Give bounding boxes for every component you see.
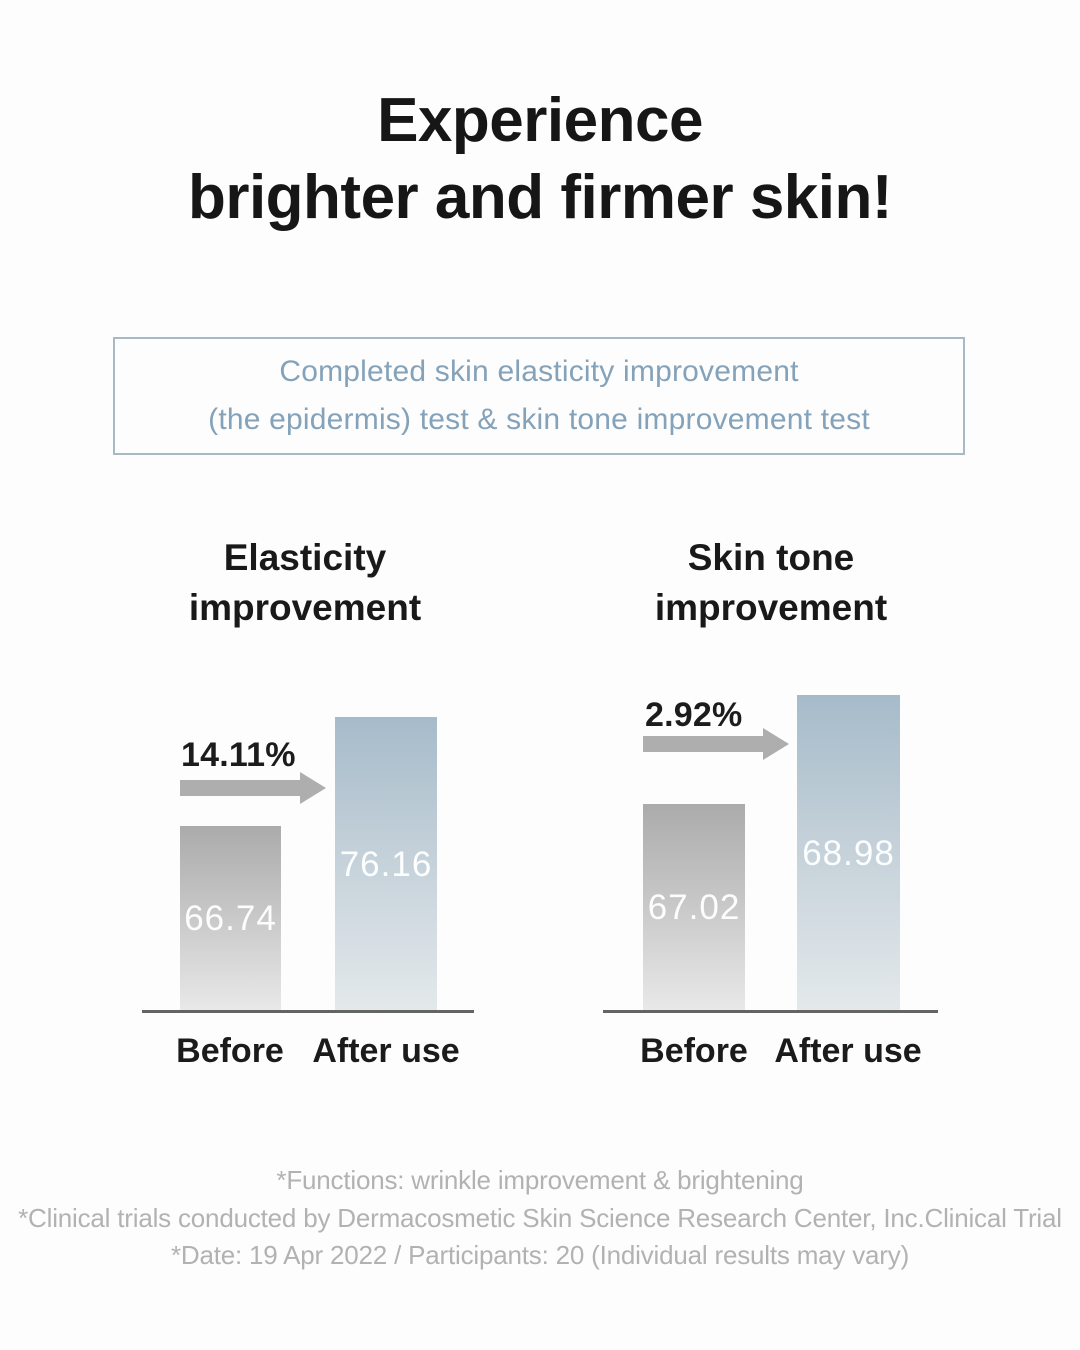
improvement-percentage: 14.11% — [181, 736, 296, 774]
x-label-after-use: After use — [774, 1032, 922, 1070]
improvement-percentage: 2.92% — [645, 696, 743, 734]
footnote-functions: *Functions: wrinkle improvement & bright… — [276, 1165, 804, 1195]
before-bar-value: 67.02 — [647, 888, 741, 927]
page-title-line-2: brighter and firmer skin! — [187, 163, 893, 232]
arrow-head — [763, 728, 789, 760]
after-use-bar-value: 76.16 — [339, 844, 433, 884]
after-use-bar: 68.98 — [797, 695, 900, 1012]
arrow-head — [300, 772, 326, 804]
x-label-before: Before — [176, 1032, 284, 1070]
x-label-after-use: After use — [312, 1032, 460, 1070]
after-use-bar: 76.16 — [335, 717, 437, 1012]
page-title: Experience brighter and firmer skin! — [0, 82, 1080, 236]
chart-title: Elasticity improvement — [188, 537, 422, 628]
before-bar-value: 66.74 — [184, 899, 277, 938]
subtitle-box: Completed skin elasticity improvement (t… — [113, 337, 965, 455]
arrow-shaft — [643, 736, 763, 752]
chart-title: Skin tone improvement — [654, 537, 888, 628]
before-bar: 67.02 — [643, 804, 745, 1012]
footnote-clinical-trials: *Clinical trials conducted by Dermacosme… — [18, 1202, 1062, 1233]
axis-baseline — [142, 1010, 474, 1013]
before-bar: 66.74 — [180, 826, 281, 1012]
subtitle-line-2: (the epidermis) test & skin tone improve… — [208, 403, 870, 436]
axis-baseline — [603, 1010, 938, 1013]
x-label-before: Before — [640, 1032, 748, 1070]
footnotes: *Functions: wrinkle improvement & bright… — [0, 1162, 1080, 1275]
page-title-line-1: Experience — [377, 86, 703, 155]
arrow-shaft — [180, 780, 300, 796]
after-use-bar-value: 68.98 — [802, 833, 895, 873]
footnote-date-participants: *Date: 19 Apr 2022 / Participants: 20 (I… — [170, 1240, 910, 1270]
subtitle-line-1: Completed skin elasticity improvement — [279, 355, 799, 388]
